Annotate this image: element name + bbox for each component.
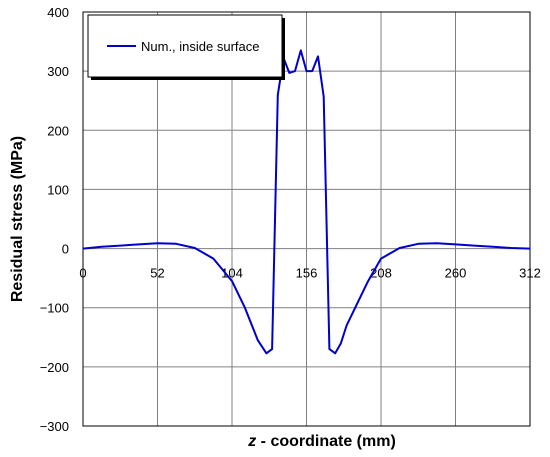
y-tick-label: −100: [40, 301, 69, 316]
y-axis-tick-labels: −300 −200 −100 0 100 200 300 400: [40, 5, 69, 434]
gridlines: [82, 11, 531, 427]
x-tick-label: 156: [296, 266, 318, 281]
y-tick-label: 300: [47, 64, 69, 79]
y-tick-label: 400: [47, 5, 69, 20]
y-tick-label: 100: [47, 182, 69, 197]
x-axis-title: z - coordinate (mm): [247, 433, 396, 450]
x-tick-label: 52: [150, 266, 164, 281]
x-axis-tick-labels: 0 52 104 156 208 260 312: [79, 266, 540, 281]
y-tick-label: 0: [62, 242, 69, 257]
legend-entry: Num., inside surface: [141, 39, 260, 54]
y-tick-label: 200: [47, 123, 69, 138]
x-axis-variable: z: [247, 433, 256, 450]
x-tick-label: 260: [445, 266, 467, 281]
series-line: [82, 49, 531, 355]
series-layer: [82, 49, 531, 355]
x-tick-label: 0: [79, 266, 86, 281]
plot-area-border: [82, 11, 531, 427]
x-tick-label: 104: [221, 266, 243, 281]
y-tick-label: −200: [40, 360, 69, 375]
x-tick-label: 312: [519, 266, 541, 281]
y-tick-label: −300: [40, 419, 69, 434]
legend: Num., inside surface: [87, 14, 285, 80]
y-axis-title: Residual stress (MPa): [9, 136, 26, 302]
x-axis-title-text: - coordinate (mm): [256, 433, 396, 450]
